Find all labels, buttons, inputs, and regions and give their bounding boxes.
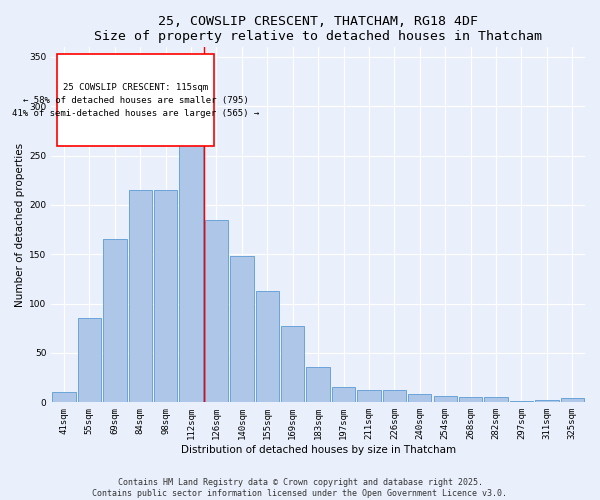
Bar — [128, 190, 152, 402]
Bar — [357, 390, 380, 402]
Bar — [484, 398, 508, 402]
Bar — [205, 220, 228, 402]
Bar — [256, 291, 279, 403]
Bar — [560, 398, 584, 402]
Bar — [103, 240, 127, 402]
Bar — [52, 392, 76, 402]
Title: 25, COWSLIP CRESCENT, THATCHAM, RG18 4DF
Size of property relative to detached h: 25, COWSLIP CRESCENT, THATCHAM, RG18 4DF… — [94, 15, 542, 43]
Bar — [434, 396, 457, 402]
Bar — [459, 398, 482, 402]
Bar — [281, 326, 304, 402]
Bar — [408, 394, 431, 402]
Bar — [307, 367, 330, 402]
Text: Contains HM Land Registry data © Crown copyright and database right 2025.
Contai: Contains HM Land Registry data © Crown c… — [92, 478, 508, 498]
Bar — [383, 390, 406, 402]
FancyBboxPatch shape — [56, 54, 214, 146]
Bar — [78, 318, 101, 402]
Text: 25 COWSLIP CRESCENT: 115sqm
← 58% of detached houses are smaller (795)
41% of se: 25 COWSLIP CRESCENT: 115sqm ← 58% of det… — [12, 82, 259, 118]
Bar — [179, 119, 203, 403]
Bar — [154, 190, 178, 402]
X-axis label: Distribution of detached houses by size in Thatcham: Distribution of detached houses by size … — [181, 445, 456, 455]
Bar — [332, 386, 355, 402]
Y-axis label: Number of detached properties: Number of detached properties — [15, 142, 25, 306]
Bar — [230, 256, 254, 402]
Bar — [535, 400, 559, 402]
